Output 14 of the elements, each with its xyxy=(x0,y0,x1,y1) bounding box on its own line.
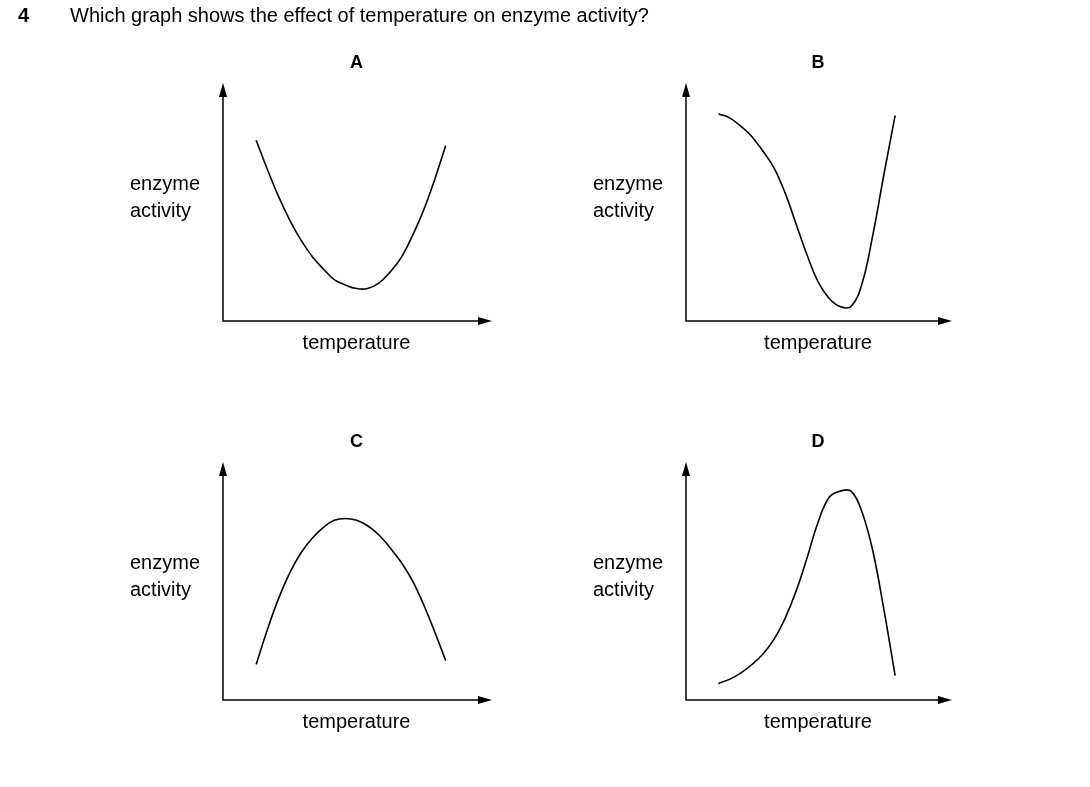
x-axis-title: temperature xyxy=(763,331,873,354)
chart-title: D xyxy=(810,431,826,452)
x-axis-title: temperature xyxy=(301,710,412,733)
text: 4 xyxy=(18,4,30,27)
x-axis-title: temperature xyxy=(301,331,412,354)
text: Which graph shows the effect of temperature on enzyme activity? xyxy=(70,4,649,27)
y-axis-title: enzyme activity xyxy=(593,550,665,602)
y-axis-title: enzyme activity xyxy=(130,550,202,602)
y-axis-title: enzyme activity xyxy=(130,171,202,223)
chart-title: C xyxy=(349,431,364,452)
chart-title: A xyxy=(349,52,364,73)
y-axis-title: enzyme activity xyxy=(593,171,665,223)
x-axis-title: temperature xyxy=(763,710,873,733)
chart-title: B xyxy=(810,52,826,73)
